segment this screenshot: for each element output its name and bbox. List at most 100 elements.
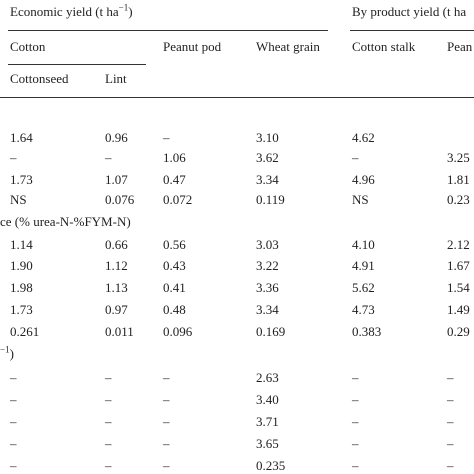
header-economic: Economic yield (t ha−1) bbox=[10, 2, 133, 20]
cell: – bbox=[10, 370, 17, 385]
header-cell: Lint bbox=[105, 71, 127, 86]
cell: – bbox=[105, 370, 112, 385]
cell: – bbox=[352, 414, 359, 429]
section-text: ) bbox=[9, 346, 14, 361]
cell: 0.48 bbox=[163, 302, 186, 317]
cell: 2.63 bbox=[256, 370, 279, 385]
cell: 1.06 bbox=[163, 150, 186, 165]
header-cell: Peanut pod bbox=[163, 39, 222, 54]
header-cell: Wheat grain bbox=[256, 39, 320, 54]
cell: – bbox=[163, 370, 170, 385]
cell: 1.14 bbox=[10, 237, 33, 252]
cell: 1.64 bbox=[10, 130, 33, 145]
rule bbox=[8, 30, 328, 31]
cell: 4.10 bbox=[352, 237, 375, 252]
cell: 5.62 bbox=[352, 280, 375, 295]
cell: 1.90 bbox=[10, 258, 33, 273]
header-sup: −1 bbox=[118, 2, 129, 13]
cell: 1.98 bbox=[10, 280, 33, 295]
header-byproduct: By product yield (t ha bbox=[352, 4, 467, 19]
cell: – bbox=[352, 150, 359, 165]
cell: 3.25 bbox=[447, 150, 470, 165]
rule bbox=[350, 30, 474, 31]
cell: 0.66 bbox=[105, 237, 128, 252]
cell: 4.96 bbox=[352, 172, 375, 187]
cell: 4.91 bbox=[352, 258, 375, 273]
cell: 0.119 bbox=[256, 192, 285, 207]
header-text: ) bbox=[128, 4, 133, 19]
cell: 0.261 bbox=[10, 324, 40, 339]
cell: 0.56 bbox=[163, 237, 186, 252]
cell: 4.73 bbox=[352, 302, 375, 317]
cell: – bbox=[10, 150, 17, 165]
cell: – bbox=[447, 414, 454, 429]
cell: – bbox=[447, 436, 454, 451]
header-cell: Cottonseed bbox=[10, 71, 69, 86]
cell: – bbox=[447, 370, 454, 385]
cell: 1.73 bbox=[10, 302, 33, 317]
cell: – bbox=[163, 458, 170, 473]
cell: – bbox=[163, 130, 170, 145]
cell: NS bbox=[10, 192, 27, 207]
cell: – bbox=[10, 436, 17, 451]
cell: – bbox=[163, 392, 170, 407]
cell: 1.67 bbox=[447, 258, 470, 273]
cell: 3.22 bbox=[256, 258, 279, 273]
cell: 0.011 bbox=[105, 324, 134, 339]
cell: 0.235 bbox=[256, 458, 286, 473]
cell: 3.62 bbox=[256, 150, 279, 165]
rule bbox=[8, 64, 146, 65]
rule bbox=[0, 97, 474, 98]
cell: 0.29 bbox=[447, 324, 470, 339]
cell: 1.73 bbox=[10, 172, 33, 187]
cell: – bbox=[105, 458, 112, 473]
cell: 1.13 bbox=[105, 280, 128, 295]
cell: 3.36 bbox=[256, 280, 279, 295]
cell: – bbox=[10, 414, 17, 429]
cell: – bbox=[163, 436, 170, 451]
cell: – bbox=[105, 436, 112, 451]
section-text: ce (% urea-N-%FYM-N) bbox=[0, 214, 131, 229]
header-cell: Pean bbox=[447, 39, 473, 54]
cell: 1.81 bbox=[447, 172, 470, 187]
cell: – bbox=[447, 458, 454, 473]
cell: – bbox=[10, 458, 17, 473]
cell: 0.169 bbox=[256, 324, 286, 339]
cell: 0.47 bbox=[163, 172, 186, 187]
cell: 0.96 bbox=[105, 130, 128, 145]
cell: 3.34 bbox=[256, 172, 279, 187]
cell: 3.03 bbox=[256, 237, 279, 252]
cell: 3.65 bbox=[256, 436, 279, 451]
cell: 0.383 bbox=[352, 324, 382, 339]
cell: 3.71 bbox=[256, 414, 279, 429]
cell: 0.096 bbox=[163, 324, 193, 339]
cell: 4.62 bbox=[352, 130, 375, 145]
cell: – bbox=[352, 392, 359, 407]
cell: 1.49 bbox=[447, 302, 470, 317]
cell: – bbox=[105, 150, 112, 165]
cell: 1.07 bbox=[105, 172, 128, 187]
cell: 3.34 bbox=[256, 302, 279, 317]
section-label: ce (% urea-N-%FYM-N) bbox=[0, 214, 131, 230]
cell: 0.23 bbox=[447, 192, 470, 207]
cell: NS bbox=[352, 192, 369, 207]
cell: – bbox=[447, 392, 454, 407]
cell: – bbox=[352, 458, 359, 473]
cell: 2.12 bbox=[447, 237, 470, 252]
header-text: Economic yield (t ha bbox=[10, 4, 119, 19]
cell: 1.54 bbox=[447, 280, 470, 295]
cell: 3.40 bbox=[256, 392, 279, 407]
section-label: −1) bbox=[0, 344, 14, 362]
cell: 0.076 bbox=[105, 192, 135, 207]
cell: – bbox=[105, 414, 112, 429]
cell: – bbox=[352, 370, 359, 385]
cell: 1.12 bbox=[105, 258, 128, 273]
cell: 0.43 bbox=[163, 258, 186, 273]
section-sup: −1 bbox=[0, 344, 10, 355]
cell: – bbox=[105, 392, 112, 407]
cell: 0.072 bbox=[163, 192, 193, 207]
cell: 0.41 bbox=[163, 280, 186, 295]
cell: 0.97 bbox=[105, 302, 128, 317]
cell: – bbox=[352, 436, 359, 451]
